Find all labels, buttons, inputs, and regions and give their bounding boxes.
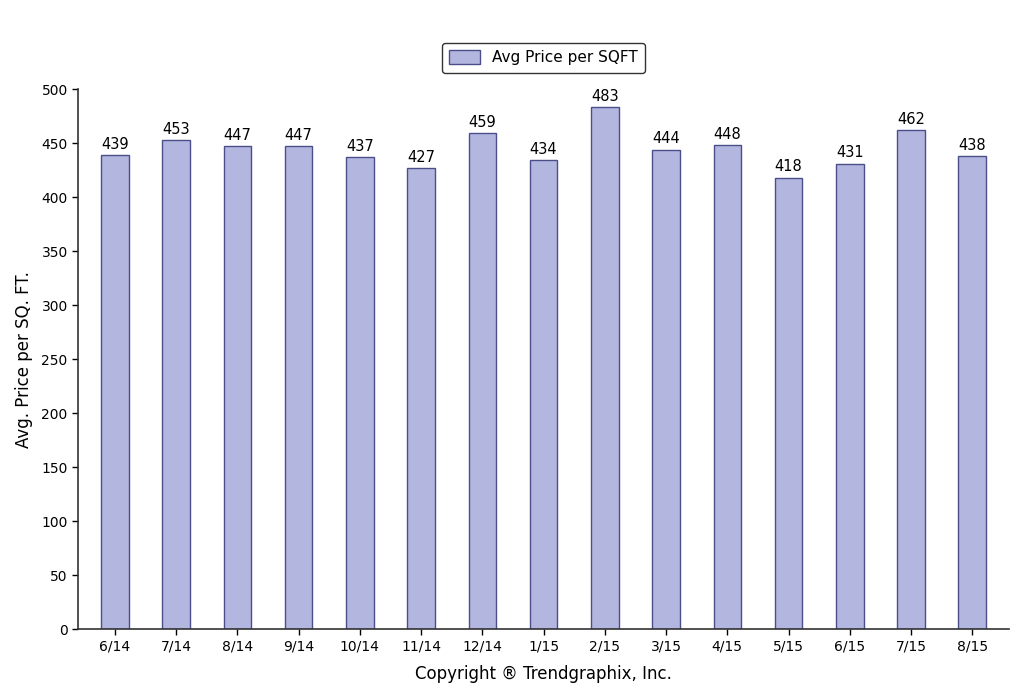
- Text: 447: 447: [223, 128, 251, 143]
- Bar: [958, 156, 986, 630]
- Legend: Avg Price per SQFT: Avg Price per SQFT: [441, 43, 645, 73]
- Text: 448: 448: [714, 127, 741, 142]
- Text: 453: 453: [162, 121, 189, 137]
- Text: 462: 462: [897, 112, 925, 127]
- Text: 438: 438: [958, 138, 986, 153]
- Text: 459: 459: [468, 115, 497, 130]
- Bar: [163, 140, 189, 630]
- Text: 431: 431: [836, 145, 863, 161]
- Text: 447: 447: [285, 128, 312, 143]
- Text: 434: 434: [529, 142, 557, 157]
- Bar: [714, 145, 741, 630]
- Text: 483: 483: [591, 89, 618, 104]
- Y-axis label: Avg. Price per SQ. FT.: Avg. Price per SQ. FT.: [15, 271, 33, 447]
- Bar: [652, 149, 680, 630]
- Bar: [529, 161, 557, 630]
- Text: 437: 437: [346, 139, 374, 154]
- Bar: [408, 168, 435, 630]
- Bar: [101, 155, 129, 630]
- Bar: [469, 133, 496, 630]
- Bar: [346, 157, 374, 630]
- X-axis label: Copyright ® Trendgraphix, Inc.: Copyright ® Trendgraphix, Inc.: [415, 665, 672, 683]
- Bar: [775, 178, 803, 630]
- Bar: [223, 147, 251, 630]
- Text: 427: 427: [408, 149, 435, 165]
- Bar: [591, 107, 618, 630]
- Text: 444: 444: [652, 131, 680, 147]
- Bar: [836, 163, 863, 630]
- Bar: [285, 147, 312, 630]
- Text: 439: 439: [101, 137, 129, 151]
- Bar: [897, 130, 925, 630]
- Text: 418: 418: [774, 159, 803, 174]
